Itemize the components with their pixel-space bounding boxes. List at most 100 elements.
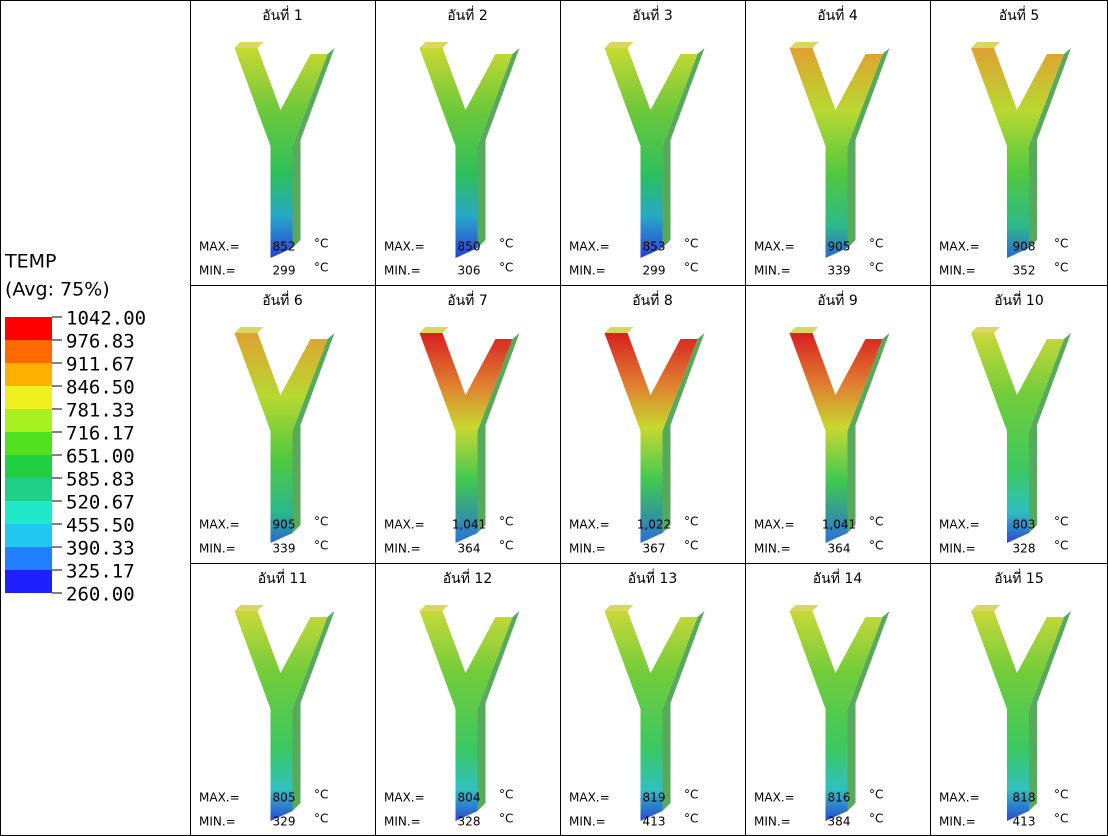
legend-label: 390.33 [66, 538, 135, 560]
max-value: 1,041 [822, 518, 856, 532]
legend-label: 846.50 [66, 377, 135, 399]
unit: °C [314, 539, 328, 553]
y-part-side [847, 611, 890, 811]
min-label: MIN.= [569, 264, 606, 278]
min-label: MIN.= [384, 264, 421, 278]
min-label: MIN.= [939, 264, 976, 278]
cell-title: อันที่ 1 [262, 6, 303, 24]
min-label: MIN.= [199, 542, 236, 556]
min-value: 352 [1013, 264, 1036, 278]
unit: °C [684, 261, 698, 275]
legend-swatch [5, 432, 52, 455]
max-value: 805 [273, 791, 296, 805]
max-label: MAX.= [569, 240, 610, 254]
min-label: MIN.= [384, 542, 421, 556]
legend-swatch [5, 409, 52, 432]
unit: °C [314, 237, 328, 251]
legend-label: 260.00 [66, 584, 135, 606]
legend-label: 585.83 [66, 469, 135, 491]
y-part-side [1029, 611, 1071, 811]
min-value: 339 [828, 264, 851, 278]
y-part-side [662, 48, 705, 248]
legend-label: 1042.00 [66, 308, 146, 330]
max-label: MAX.= [939, 518, 980, 532]
cell-title: อันที่ 10 [994, 291, 1043, 309]
y-part-top [604, 327, 634, 333]
y-part-side [847, 333, 890, 533]
legend-swatch [5, 524, 52, 547]
min-value: 299 [643, 264, 666, 278]
y-part [789, 611, 883, 821]
max-value: 1,022 [637, 518, 671, 532]
y-part-side [662, 333, 705, 533]
cell-title: อันที่ 5 [999, 6, 1040, 24]
max-value: 804 [458, 791, 481, 805]
y-part-top [419, 42, 449, 48]
y-part-top [789, 42, 819, 48]
min-value: 367 [643, 542, 666, 556]
y-part-top [971, 605, 1000, 611]
max-value: 803 [1013, 518, 1036, 532]
y-part-side [292, 333, 335, 533]
unit: °C [499, 261, 513, 275]
max-value: 905 [828, 240, 851, 254]
unit: °C [684, 237, 698, 251]
y-part [789, 333, 883, 543]
y-part [234, 333, 328, 543]
legend-swatch [5, 363, 52, 386]
y-part-top [604, 605, 634, 611]
min-label: MIN.= [199, 264, 236, 278]
y-part [419, 611, 513, 821]
unit: °C [684, 539, 698, 553]
unit: °C [869, 539, 883, 553]
legend-swatch [5, 570, 52, 593]
cell-title: อันที่ 2 [447, 6, 488, 24]
y-part [604, 333, 698, 543]
legend-subtitle: (Avg: 75%) [5, 279, 110, 301]
legend-swatch [5, 501, 52, 524]
min-value: 364 [458, 542, 481, 556]
unit: °C [869, 237, 883, 251]
min-value: 306 [458, 264, 481, 278]
min-value: 413 [643, 815, 666, 829]
max-value: 852 [273, 240, 296, 254]
y-part-side [477, 48, 520, 248]
y-part-top [971, 327, 1000, 333]
y-part [971, 333, 1064, 543]
y-part-side [1029, 48, 1071, 248]
min-value: 364 [828, 542, 851, 556]
y-part-top [971, 42, 1000, 48]
legend-label: 781.33 [66, 400, 135, 422]
max-value: 818 [1013, 791, 1036, 805]
legend-label: 716.17 [66, 423, 135, 445]
min-label: MIN.= [754, 815, 791, 829]
y-part-top [234, 42, 264, 48]
max-label: MAX.= [939, 240, 980, 254]
cell-title: อันที่ 4 [817, 6, 858, 24]
legend-title: TEMP [4, 251, 56, 273]
max-label: MAX.= [754, 518, 795, 532]
y-part-top [419, 327, 449, 333]
y-part [971, 611, 1064, 821]
y-part [419, 333, 513, 543]
unit: °C [869, 788, 883, 802]
cell-title: อันที่ 11 [258, 569, 307, 587]
unit: °C [1054, 788, 1068, 802]
min-label: MIN.= [939, 542, 976, 556]
unit: °C [1054, 237, 1068, 251]
cell-title: อันที่ 3 [632, 6, 673, 24]
max-value: 850 [458, 240, 481, 254]
cell-title: อันที่ 7 [447, 291, 488, 309]
legend-swatch [5, 340, 52, 363]
unit: °C [499, 237, 513, 251]
cell-title: อันที่ 12 [443, 569, 492, 587]
y-part-top [789, 327, 819, 333]
legend-swatch [5, 547, 52, 570]
y-part-side [292, 611, 335, 811]
y-part-side [292, 48, 335, 248]
max-value: 816 [828, 791, 851, 805]
min-label: MIN.= [199, 815, 236, 829]
y-part-top [789, 605, 819, 611]
